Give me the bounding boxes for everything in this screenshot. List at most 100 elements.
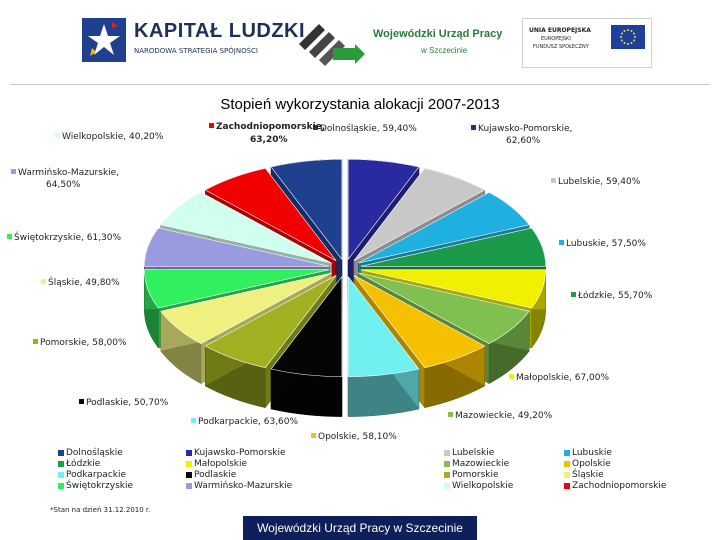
legend-swatch bbox=[444, 482, 450, 489]
legend-swatch bbox=[58, 471, 64, 478]
legend-swatch bbox=[564, 449, 570, 456]
legend-swatch bbox=[186, 471, 192, 478]
legend-item-wielkopolskie: Wielkopolskie bbox=[444, 481, 513, 491]
eu-logo: UNIA EUROPEJSKA EUROPEJSKI FUNDUSZ SPOŁE… bbox=[522, 18, 652, 68]
legend-swatch bbox=[564, 460, 570, 467]
footnote: *Stan na dzień 31.12.2010 r. bbox=[50, 506, 151, 514]
legend-item-świętokrzyskie: Świętokrzyskie bbox=[58, 481, 133, 491]
legend-label: Łódzkie bbox=[66, 459, 101, 469]
legend-label: Mazowieckie bbox=[452, 459, 510, 469]
eu-line3: FUNDUSZ SPOŁECZNY bbox=[533, 44, 589, 50]
legend-item-pomorskie: Pomorskie bbox=[444, 470, 499, 480]
kl-title: KAPITAŁ LUDZKI bbox=[134, 20, 306, 42]
pie-slice-podlaskie bbox=[270, 275, 343, 417]
legend-label: Małopolskie bbox=[194, 459, 248, 469]
pie-slice-podkarpackie bbox=[347, 275, 420, 417]
data-label-dolnośląskie: Dolnośląskie, 59,40% bbox=[320, 123, 417, 134]
label-marker-lubelskie bbox=[551, 178, 556, 183]
label-marker-małopolskie bbox=[509, 374, 514, 379]
data-label-małopolskie: Małopolskie, 67,00% bbox=[516, 373, 609, 383]
legend-label: Lubelskie bbox=[452, 448, 495, 458]
data-label-zachodniopomorskie: Zachodniopomorskie, bbox=[216, 122, 325, 132]
label-marker-podlaskie bbox=[79, 399, 84, 404]
wup-logo: Wojewódzki Urząd Pracy w Szczecinie bbox=[295, 14, 505, 72]
data-label-opolskie: Opolskie, 58,10% bbox=[318, 432, 397, 442]
data-label-kujawsko-pomorskie: Kujawsko-Pomorskie, 62,60% bbox=[478, 124, 572, 146]
legend-swatch bbox=[58, 482, 64, 489]
label-marker-świętokrzyskie bbox=[7, 234, 12, 239]
legend-label: Wielkopolskie bbox=[452, 481, 514, 491]
legend-item-śląskie: Śląskie bbox=[564, 470, 604, 480]
legend-item-lubuskie: Lubuskie bbox=[564, 448, 612, 458]
data-label-pomorskie: Pomorskie, 58,00% bbox=[40, 338, 127, 348]
data-label-podkarpackie: Podkarpackie, 63,60% bbox=[198, 417, 299, 427]
legend-swatch bbox=[186, 482, 192, 489]
legend-item-mazowieckie: Mazowieckie bbox=[444, 459, 509, 469]
wup-city: w Szczecinie bbox=[421, 46, 468, 55]
data-label-podlaskie: Podlaskie, 50,70% bbox=[86, 398, 169, 408]
label-marker-opolskie bbox=[311, 433, 316, 438]
kapital-ludzki-logo: KAPITAŁ LUDZKI NARODOWA STRATEGIA SPÓJNO… bbox=[78, 10, 305, 70]
eu-line2: EUROPEJSKI bbox=[541, 36, 571, 42]
legend-swatch bbox=[444, 449, 450, 456]
data-label-łódzkie: Łódzkie, 55,70% bbox=[577, 290, 653, 301]
legend-item-warmińsko-mazurskie: Warmińsko-Mazurskie bbox=[186, 481, 292, 491]
legend-item-dolnośląskie: Dolnośląskie bbox=[58, 448, 123, 458]
data-label-świętokrzyskie: Świętokrzyskie, 61,30% bbox=[14, 231, 122, 243]
legend-label: Świętokrzyskie bbox=[66, 481, 134, 491]
data-label-warmińsko-mazurskie: Warmińsko-Mazurskie, 64,50% bbox=[18, 168, 119, 190]
legend-item-zachodniopomorskie: Zachodniopomorskie bbox=[564, 481, 666, 491]
header-separator bbox=[10, 84, 710, 85]
wup-title: Wojewódzki Urząd Pracy bbox=[373, 28, 503, 40]
label-marker-zachodniopomorskie bbox=[209, 123, 214, 128]
legend-label: Podkarpackie bbox=[66, 470, 127, 480]
kl-subtitle: NARODOWA STRATEGIA SPÓJNOŚCI bbox=[134, 47, 258, 55]
legend-swatch bbox=[186, 449, 192, 456]
data-label-value-zachodniopomorskie: 63,20% bbox=[250, 135, 288, 145]
legend-swatch bbox=[444, 460, 450, 467]
label-marker-warmińsko-mazurskie bbox=[11, 169, 16, 174]
data-label-wielkopolskie: Wielkopolskie, 40,20% bbox=[62, 132, 164, 142]
legend-item-lubelskie: Lubelskie bbox=[444, 448, 494, 458]
legend-item-podlaskie: Podlaskie bbox=[186, 470, 236, 480]
label-marker-mazowieckie bbox=[448, 412, 453, 417]
legend-item-kujawsko-pomorskie: Kujawsko-Pomorskie bbox=[186, 448, 286, 458]
legend-label: Śląskie bbox=[572, 470, 604, 480]
legend-item-małopolskie: Małopolskie bbox=[186, 459, 247, 469]
legend-item-podkarpackie: Podkarpackie bbox=[58, 470, 126, 480]
label-marker-łódzkie bbox=[571, 292, 576, 297]
label-marker-dolnośląskie bbox=[313, 125, 318, 130]
legend-label: Pomorskie bbox=[452, 470, 499, 480]
legend-label: Zachodniopomorskie bbox=[572, 481, 667, 491]
legend-item-opolskie: Opolskie bbox=[564, 459, 611, 469]
legend-swatch bbox=[58, 449, 64, 456]
eu-line1: UNIA EUROPEJSKA bbox=[529, 27, 591, 34]
label-marker-śląskie bbox=[41, 279, 46, 284]
legend-swatch bbox=[444, 471, 450, 478]
legend-label: Dolnośląskie bbox=[66, 448, 123, 458]
legend-label: Lubuskie bbox=[572, 448, 612, 458]
label-marker-wielkopolskie bbox=[55, 133, 60, 138]
star-emblem-icon bbox=[82, 18, 126, 62]
legend-swatch bbox=[564, 482, 570, 489]
footer-title: Wojewódzki Urząd Pracy w Szczecinie bbox=[243, 516, 477, 540]
legend-label: Kujawsko-Pomorskie bbox=[194, 448, 286, 458]
legend-swatch bbox=[58, 460, 64, 467]
legend-label: Warmińsko-Mazurskie bbox=[194, 481, 293, 491]
legend-swatch bbox=[564, 471, 570, 478]
data-label-mazowieckie: Mazowieckie, 49,20% bbox=[455, 411, 553, 421]
legend-label: Podlaskie bbox=[194, 470, 237, 480]
label-marker-pomorskie bbox=[33, 339, 38, 344]
label-marker-kujawsko-pomorskie bbox=[471, 125, 476, 130]
eu-flag-icon bbox=[611, 25, 645, 49]
wup-emblem-icon bbox=[299, 24, 365, 66]
legend-label: Opolskie bbox=[572, 459, 611, 469]
label-marker-lubuskie bbox=[559, 240, 564, 245]
chart-title: Stopień wykorzystania alokacji 2007-2013 bbox=[220, 96, 500, 113]
legend-item-łódzkie: Łódzkie bbox=[58, 459, 100, 469]
label-marker-podkarpackie bbox=[191, 418, 196, 423]
data-label-śląskie: Śląskie, 49,80% bbox=[48, 276, 120, 288]
data-label-lubuskie: Lubuskie, 57,50% bbox=[566, 239, 646, 249]
data-label-lubelskie: Lubelskie, 59,40% bbox=[558, 177, 641, 187]
